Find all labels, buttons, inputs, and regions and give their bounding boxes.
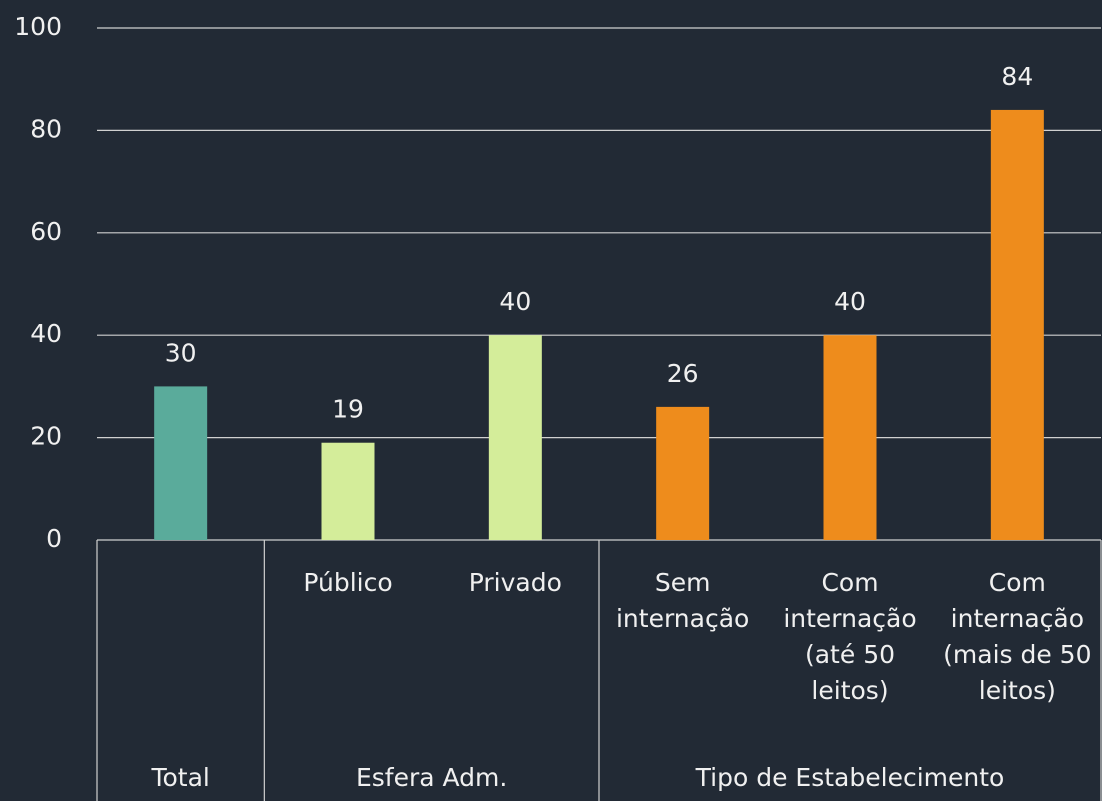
bar bbox=[488, 335, 542, 540]
y-tick-label: 20 bbox=[30, 422, 62, 451]
x-tick-label: Sem bbox=[655, 568, 711, 597]
x-tick-label: (até 50 bbox=[805, 640, 895, 669]
x-tick-label: leitos) bbox=[979, 676, 1056, 705]
value-label: 19 bbox=[332, 395, 364, 424]
y-tick-label: 0 bbox=[46, 524, 62, 553]
x-tick-label: Com bbox=[989, 568, 1046, 597]
value-label: 40 bbox=[499, 287, 531, 316]
bar bbox=[823, 335, 877, 540]
value-label: 84 bbox=[1001, 62, 1033, 91]
x-tick-label: leitos) bbox=[811, 676, 888, 705]
value-label: 40 bbox=[834, 287, 866, 316]
bar bbox=[990, 109, 1044, 541]
bar bbox=[321, 442, 375, 540]
value-label: 30 bbox=[165, 338, 197, 367]
value-label: 26 bbox=[667, 359, 699, 388]
x-tick-label: Público bbox=[303, 568, 392, 597]
y-tick-label: 60 bbox=[30, 217, 62, 246]
x-tick-label: internação bbox=[783, 604, 916, 633]
y-tick-label: 40 bbox=[30, 319, 62, 348]
x-tick-label: Com bbox=[821, 568, 878, 597]
bar bbox=[154, 386, 208, 540]
x-tick-label: internação bbox=[951, 604, 1084, 633]
x-tick-label: (mais de 50 bbox=[943, 640, 1091, 669]
group-label: Total bbox=[150, 763, 209, 792]
y-tick-label: 100 bbox=[14, 12, 62, 41]
y-tick-label: 80 bbox=[30, 114, 62, 143]
group-label: Esfera Adm. bbox=[356, 763, 507, 792]
group-label: Tipo de Estabelecimento bbox=[695, 763, 1005, 792]
x-tick-label: internação bbox=[616, 604, 749, 633]
x-tick-label: Privado bbox=[469, 568, 562, 597]
bar bbox=[656, 406, 710, 540]
